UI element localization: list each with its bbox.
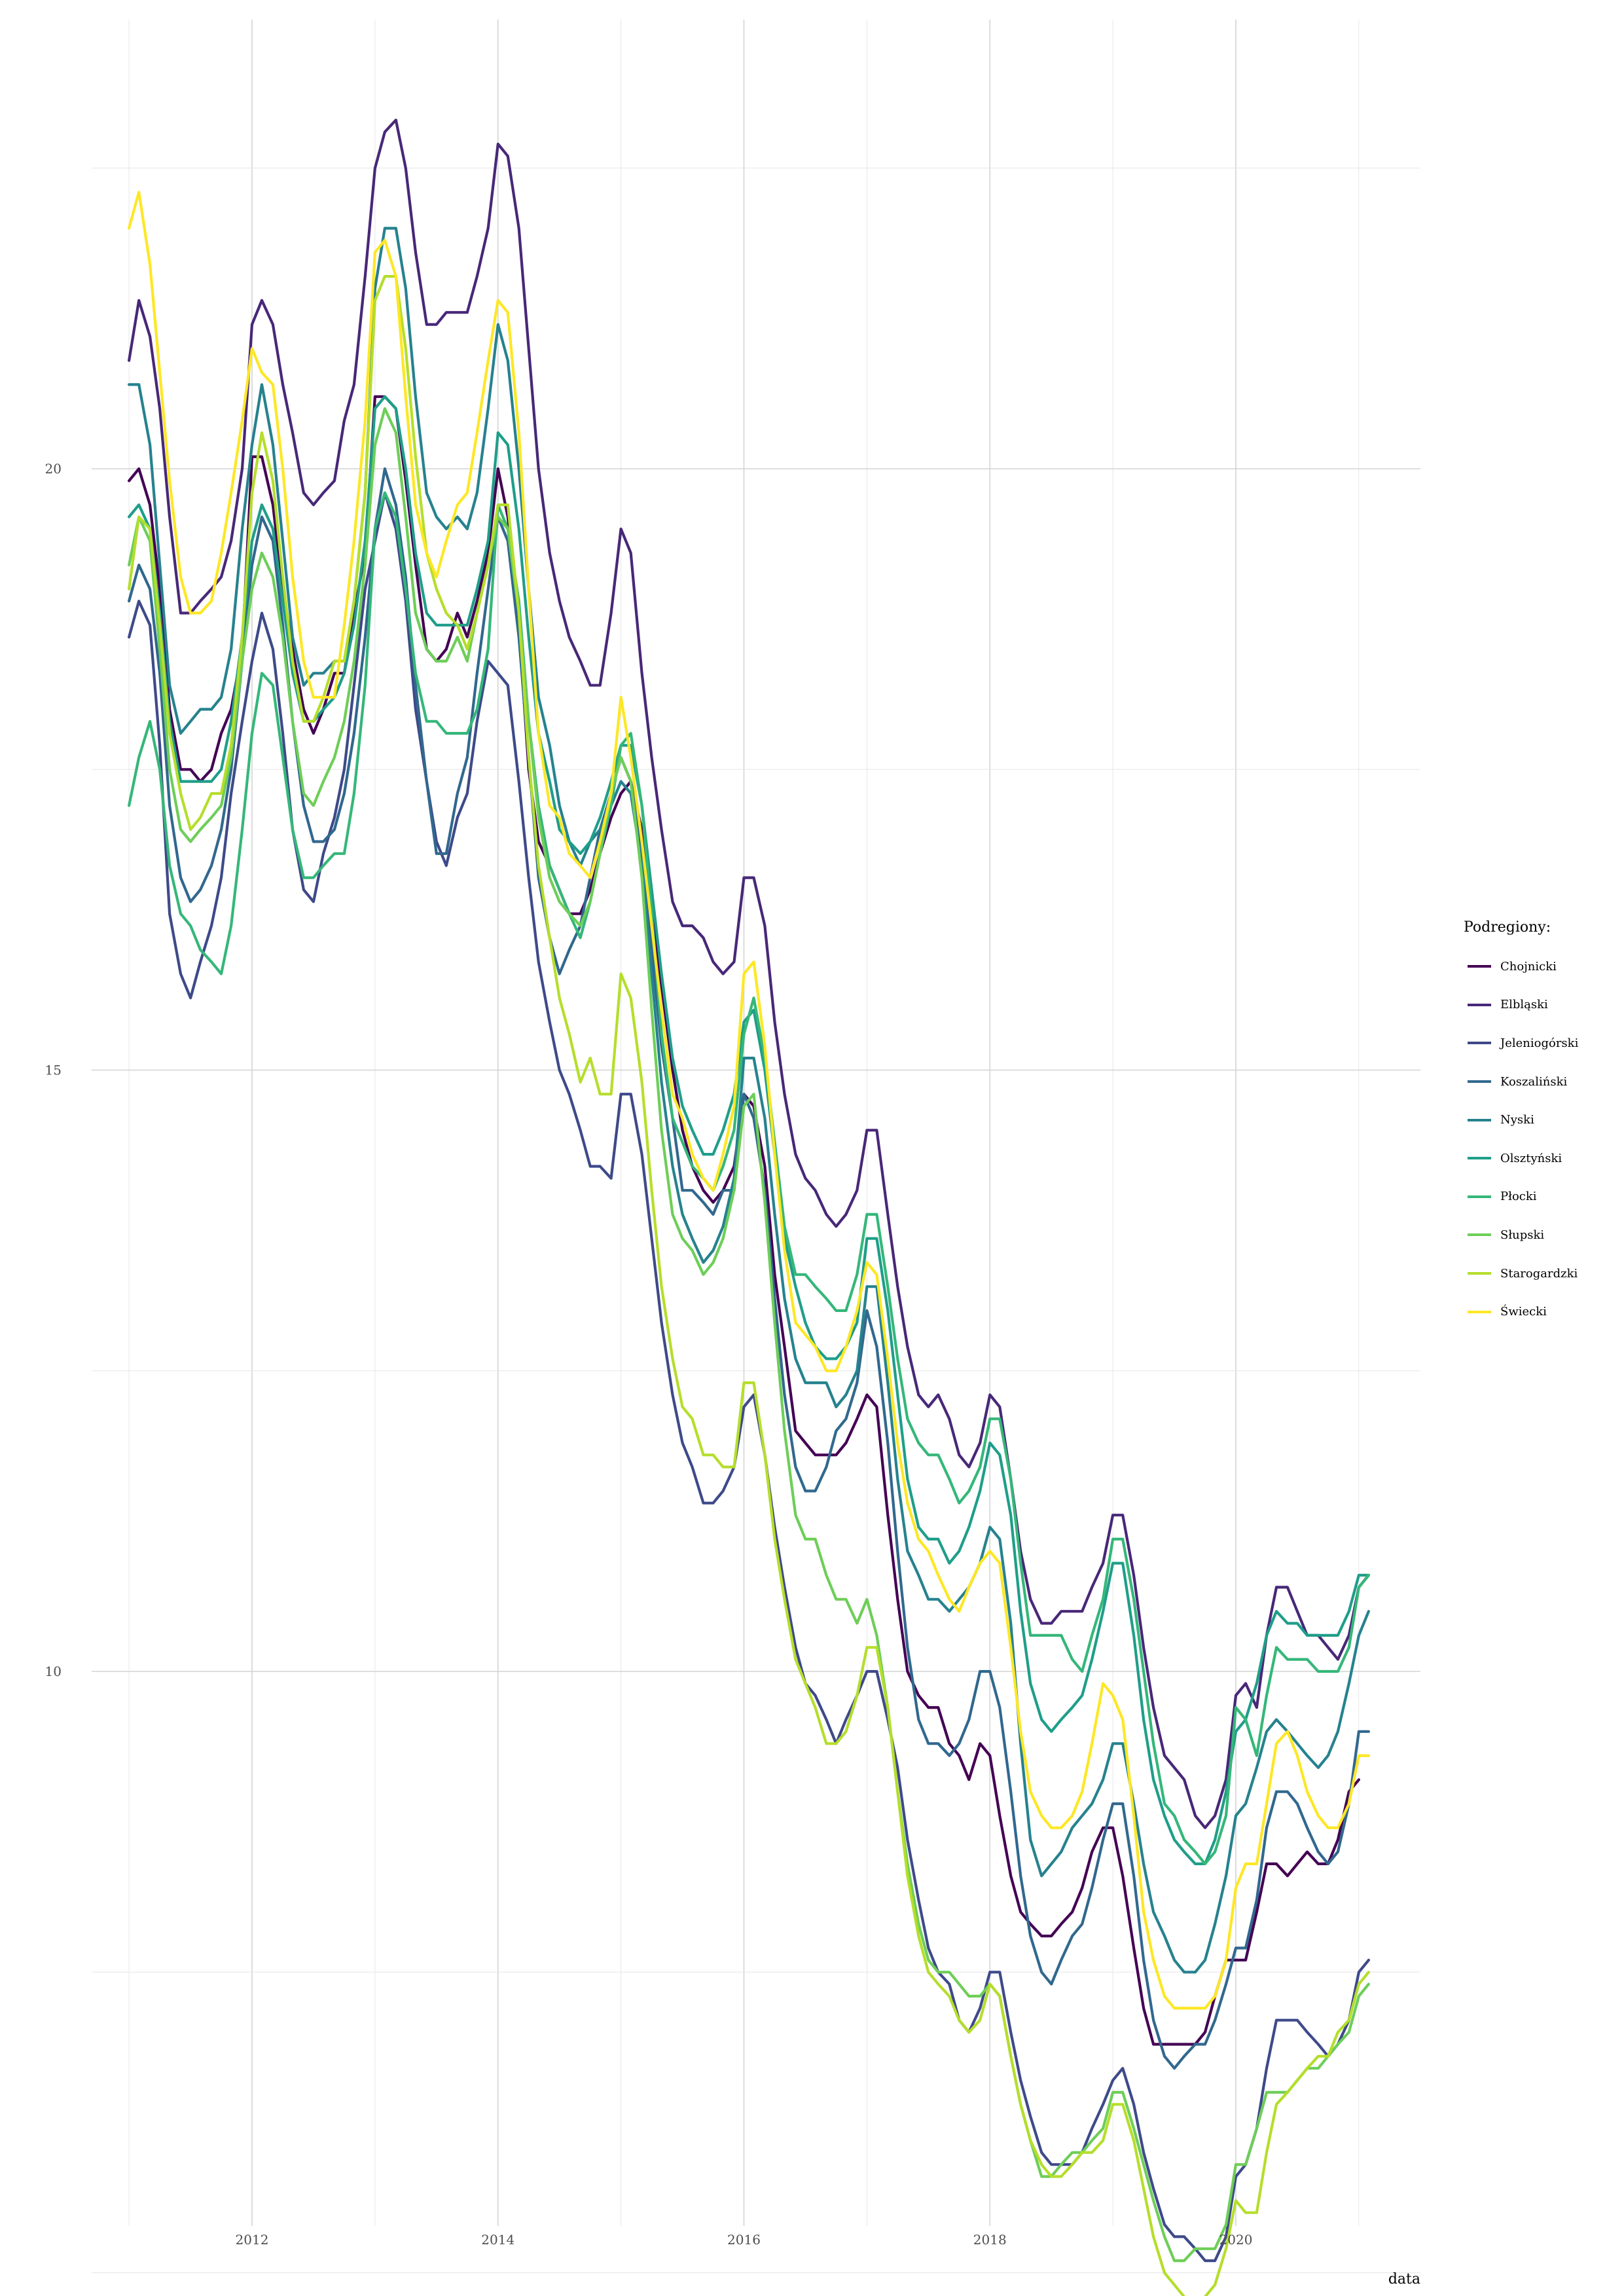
legend-item: Starogardzki [1464,1254,1621,1293]
x-tick-label: 2016 [727,2232,761,2248]
legend-item: Elbląski [1464,986,1621,1025]
legend-item: Nyski [1464,1101,1621,1139]
series-line-starogardzki [128,275,1370,2296]
legend-items: Chojnicki Elbląski Jeleniogórski Koszalińsk… [1464,947,1621,1331]
series-lines [128,118,1370,2296]
legend-label: Elbląski [1500,998,1548,1012]
legend: Podregiony: Chojnicki Elbląski Jeleniogórs… [1464,919,1621,1331]
x-axis-tick-labels: 2012 2014 2016 2018 2020 [236,2232,1253,2248]
x-tick-label: 2020 [1219,2232,1253,2248]
legend-item: Koszaliński [1464,1063,1621,1101]
legend-label: Olsztyński [1500,1151,1562,1165]
legend-label: Koszaliński [1500,1074,1568,1089]
series-line-jeleniogórski [128,491,1370,2263]
y-tick-label: 15 [45,1063,62,1078]
legend-key-swatch [1468,1233,1491,1237]
series-line-płocki [128,491,1370,1865]
legend-item: Jeleniogórski [1464,1024,1621,1063]
legend-key-swatch [1468,1195,1491,1198]
legend-item: Olsztyński [1464,1139,1621,1178]
series-line-elbląski [128,118,1370,1829]
x-tick-label: 2014 [481,2232,514,2248]
x-axis-title: data [1388,2271,1420,2287]
legend-key-swatch [1468,1003,1491,1006]
series-line-olsztyński [128,395,1370,1865]
legend-item: Słupski [1464,1216,1621,1254]
y-axis-tick-labels: 10 15 20 [45,461,62,1679]
legend-key-swatch [1468,1310,1491,1313]
legend-key-swatch [1468,1157,1491,1160]
legend-key-swatch [1468,1080,1491,1084]
x-tick-label: 2018 [973,2232,1007,2248]
legend-label: Jeleniogórski [1500,1036,1579,1050]
series-line-koszaliński [128,467,1370,2070]
series-line-słupski [128,407,1370,2263]
y-tick-label: 10 [45,1664,62,1679]
legend-label: Słupski [1500,1228,1545,1242]
legend-key-swatch [1468,1042,1491,1045]
y-tick-label: 20 [45,461,62,477]
legend-label: Świecki [1500,1305,1547,1319]
legend-item: Chojnicki [1464,947,1621,986]
legend-item: Świecki [1464,1292,1621,1331]
x-tick-label: 2012 [236,2232,269,2248]
legend-label: Chojnicki [1500,959,1557,974]
legend-title: Podregiony: [1464,919,1551,936]
gridlines [92,20,1420,2273]
legend-label: Starogardzki [1500,1266,1578,1281]
legend-item: Płocki [1464,1178,1621,1216]
legend-key-swatch [1468,1118,1491,1121]
series-line-świecki [128,191,1370,2010]
legend-label: Płocki [1500,1190,1537,1204]
legend-key-swatch [1468,1272,1491,1275]
legend-key-swatch [1468,965,1491,968]
legend-label: Nyski [1500,1113,1534,1127]
